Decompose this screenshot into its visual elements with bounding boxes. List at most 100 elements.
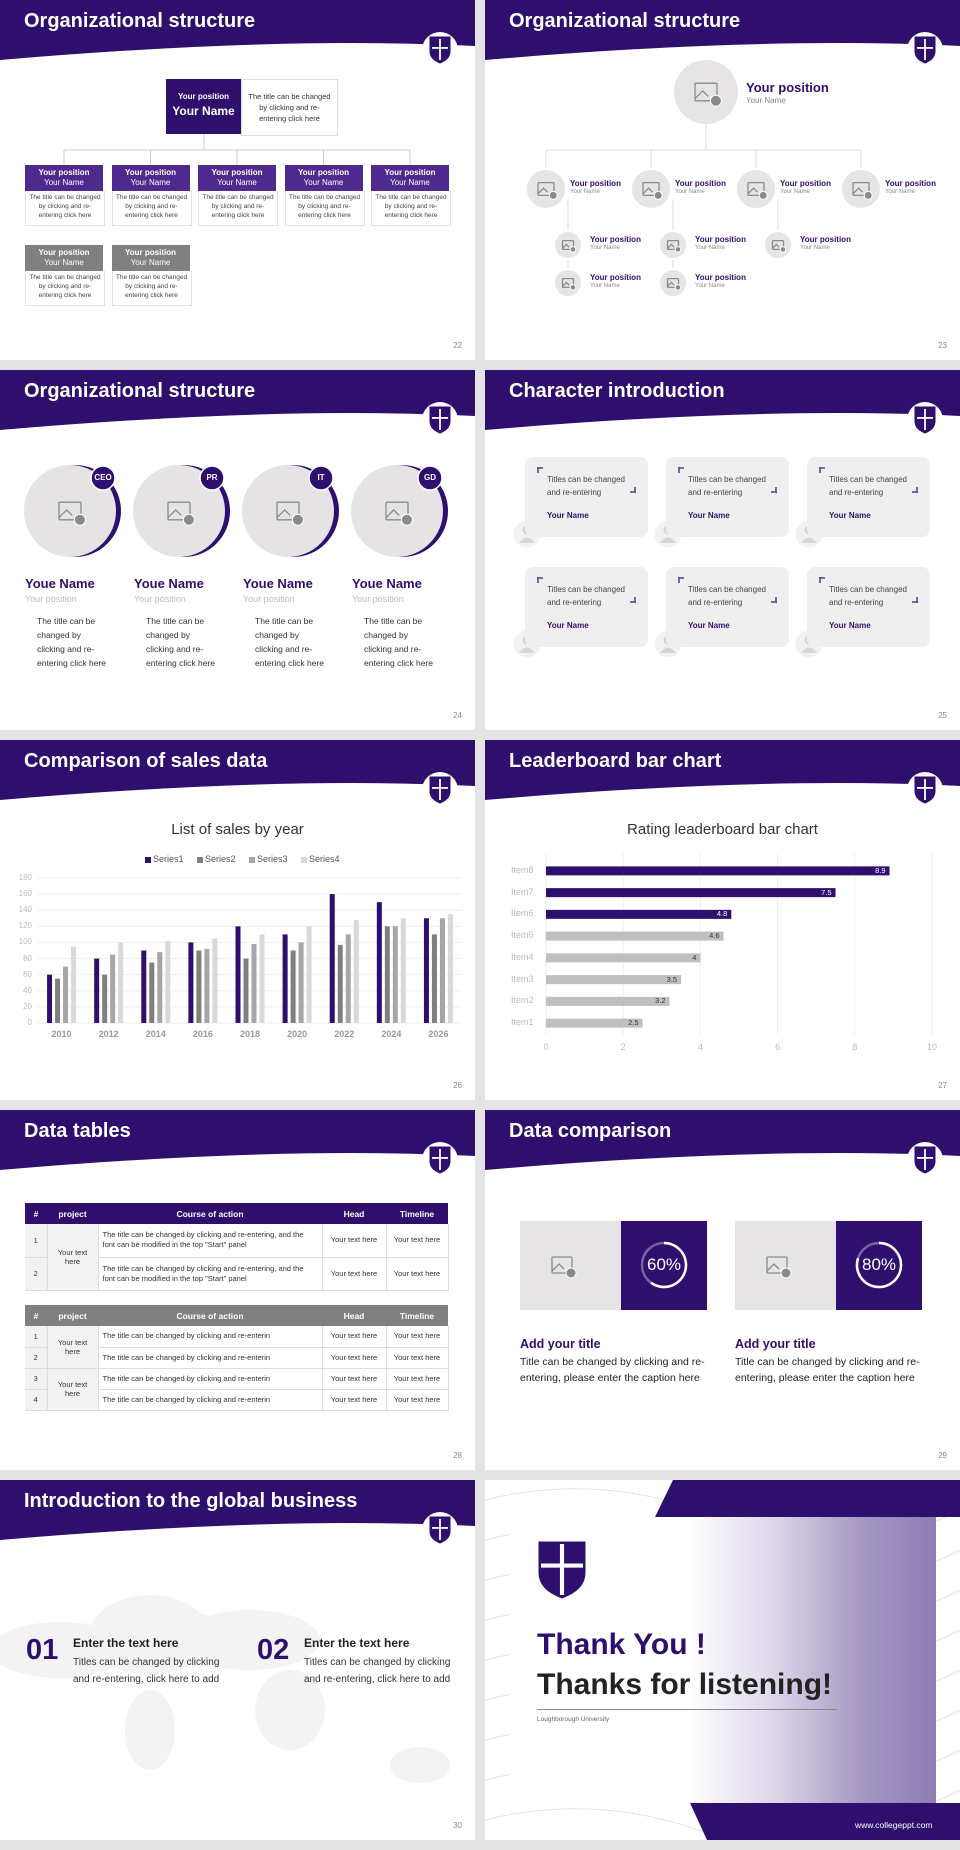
- card-name: Your Name: [829, 621, 871, 630]
- item-text: Title can be changed by clicking and re-…: [520, 1356, 705, 1384]
- y-tick-label: 140: [18, 905, 32, 915]
- value-label: 4.6: [709, 931, 720, 941]
- item-text: Title can be changed by clicking and re-…: [735, 1356, 920, 1384]
- bar: [392, 926, 398, 1023]
- ring-arc: [855, 1241, 903, 1289]
- table-cell: Your text here: [322, 1347, 387, 1368]
- avatar-body: [801, 537, 817, 543]
- member-name: Your Name: [130, 258, 171, 267]
- legend-label: Series2: [205, 854, 236, 864]
- table-cell: Your text here: [322, 1257, 387, 1290]
- table-cell: 1: [25, 1326, 48, 1347]
- quote-close: [630, 597, 636, 603]
- person-position: Your position: [352, 594, 404, 604]
- page-number: 22: [453, 341, 462, 350]
- page-number: 24: [453, 711, 462, 720]
- person-name: Youe Name: [352, 576, 422, 591]
- table-cell: 2: [25, 1257, 48, 1290]
- ring-label: 60%: [646, 1255, 682, 1274]
- card: [525, 457, 648, 537]
- slide-title: Data tables: [24, 1120, 131, 1142]
- table-cell: Your text here: [386, 1347, 449, 1368]
- card: [525, 567, 648, 647]
- image-icon-plus: [73, 513, 86, 526]
- bar: [546, 909, 732, 919]
- table-cell: Your text here: [47, 1326, 99, 1368]
- y-tick-label: 100: [18, 937, 32, 947]
- table-header-cell: Timeline: [399, 1310, 435, 1321]
- bar: [188, 942, 194, 1023]
- card: [807, 457, 930, 537]
- data-table: # project Course of action Head Timeline 1 You…: [25, 1203, 449, 1291]
- slide-title: Character introduction: [509, 380, 725, 402]
- slide: Data comparison 29 60% Add your title Title …: [485, 1110, 960, 1470]
- top-position: Your position: [746, 80, 829, 95]
- member-name: Your Name: [130, 178, 171, 187]
- group-position: Your position: [570, 179, 621, 188]
- member-header: [25, 245, 103, 271]
- divider: [537, 1709, 837, 1710]
- member-photo: [658, 268, 688, 298]
- image-icon-mountain: [385, 508, 400, 519]
- value-label: 3.2: [655, 996, 666, 1006]
- member-name: Your Name: [590, 245, 620, 251]
- bar: [439, 918, 445, 1023]
- x-tick-label: 2016: [192, 1029, 213, 1039]
- bar: [376, 902, 382, 1023]
- group-photo: [525, 168, 567, 210]
- subline: Thanks for listening!: [537, 1668, 833, 1701]
- image-icon: [666, 277, 680, 289]
- person-text: The title can be changed by clicking and…: [364, 616, 433, 668]
- table-cell: Your text here: [386, 1326, 449, 1347]
- person-name: Youe Name: [25, 576, 95, 591]
- bar: [165, 940, 171, 1023]
- y-tick-label: 160: [18, 889, 32, 899]
- avatar-body: [801, 647, 817, 653]
- y-tick-label: 60: [23, 969, 32, 979]
- x-tick-label: 2: [620, 1042, 626, 1052]
- person-text: The title can be changed by clicking and…: [146, 616, 215, 668]
- image-icon-mountain: [667, 281, 675, 287]
- slide: Leaderboard bar chart 27 Rating leaderboar…: [485, 740, 960, 1100]
- image-icon-plus: [780, 1267, 792, 1279]
- group-name: Your Name: [780, 189, 810, 195]
- card: [807, 567, 930, 647]
- header-band: [485, 0, 960, 60]
- image-icon-plus: [863, 190, 873, 200]
- quote-close: [912, 487, 918, 493]
- quote-close: [771, 487, 777, 493]
- image-icon-mountain: [766, 1263, 780, 1272]
- legend-swatch: [145, 857, 151, 863]
- value-label: 7.5: [821, 887, 832, 897]
- member-text: The title can be changed by clicking and…: [25, 271, 105, 306]
- image-icon-plus: [758, 190, 768, 200]
- bar: [329, 894, 335, 1023]
- member-photo: [658, 230, 688, 260]
- bar: [251, 944, 257, 1023]
- bar: [447, 914, 453, 1023]
- group-position: Your position: [780, 179, 831, 188]
- quote-open: [678, 467, 684, 473]
- bar: [204, 948, 210, 1023]
- image-icon-plus: [548, 190, 558, 200]
- table-cell: The title can be changed by clicking and…: [98, 1257, 323, 1290]
- image-icon-mountain: [642, 187, 654, 195]
- table-header-cell: Timeline: [399, 1208, 435, 1219]
- avatar-body: [519, 537, 535, 543]
- bar: [384, 926, 390, 1023]
- bar: [337, 944, 343, 1023]
- legend-swatch: [197, 857, 203, 863]
- member-text: The title can be changed by clicking and…: [198, 191, 278, 226]
- slide-title: Comparison of sales data: [24, 750, 268, 772]
- top-photo: [674, 60, 738, 124]
- slide-art: [0, 370, 475, 557]
- page-number: 26: [453, 1081, 462, 1090]
- y-tick-label: Item2: [511, 995, 534, 1006]
- quote-open: [819, 467, 825, 473]
- photo: [133, 465, 225, 557]
- value-label: 3.5: [666, 974, 678, 984]
- member-header: [111, 245, 190, 271]
- bar: [157, 952, 163, 1023]
- member-text: The title can be changed by clicking and…: [111, 271, 192, 306]
- image-icon: [385, 501, 409, 521]
